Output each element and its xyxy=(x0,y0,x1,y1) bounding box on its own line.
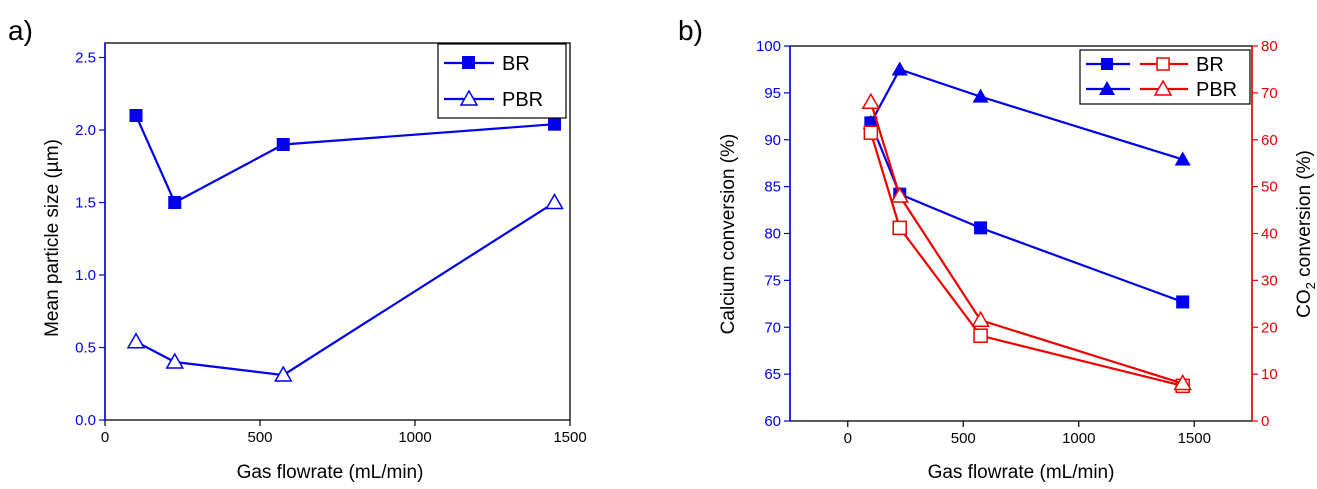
panel-b-y2-tick-label: 80 xyxy=(1261,38,1278,55)
panel-a-y-tick-label: 0.0 xyxy=(75,412,96,429)
panel-b-y2-tick-label: 50 xyxy=(1261,179,1278,196)
panel-a-y-tick-label: 0.5 xyxy=(75,340,96,357)
panel-b-legend-pbr-red-marker xyxy=(1153,79,1173,96)
panel-a-legend-br-label: BR xyxy=(502,53,530,75)
panel-b-legend: BR PBR xyxy=(1079,49,1251,105)
panel-a-x-axis-title: Gas flowrate (mL/min) xyxy=(237,462,424,483)
panel-a-x-tick-label: 1500 xyxy=(553,429,586,446)
panel-a-legend-pbr-marker xyxy=(459,89,479,106)
panel-a-series-pbr-point xyxy=(273,365,293,382)
panel-b-y2-title-prefix: CO xyxy=(1294,289,1315,318)
panel-b-y2-title-sub: 2 xyxy=(1303,282,1317,289)
panel-a-series-pbr-point xyxy=(165,352,185,369)
panel-b-x-axis-title: Gas flowrate (mL/min) xyxy=(928,462,1115,483)
panel-b-y-tick-label: 100 xyxy=(756,38,781,55)
panel-a-plot-area: 0 500 1000 1500 0.0 0.5 1.0 1.5 2.0 2.5 xyxy=(75,42,587,446)
panel-b-label: b) xyxy=(678,15,703,46)
panel-b-left-series-pbr-line xyxy=(869,68,1184,161)
panel-b-right-series-pbr-point xyxy=(890,186,910,203)
panel-b-right-series-pbr-point xyxy=(861,92,881,109)
panel-b-left-series-pbr-point xyxy=(891,61,908,76)
panel-a-series-br-point xyxy=(548,117,561,131)
panel-b-x-tick-label: 500 xyxy=(951,430,976,447)
panel-b-y-tick-label: 60 xyxy=(764,413,781,430)
panel-b-y2-tick-label: 0 xyxy=(1261,413,1269,430)
panel-a-series-br-point xyxy=(129,109,143,122)
panel-b-legend-pbr-label: PBR xyxy=(1196,79,1237,101)
panel-b-y-tick-label: 80 xyxy=(764,226,781,243)
panel-b-y2-tick-label: 70 xyxy=(1261,85,1278,102)
panel-b-y-axis-title: Calcium conversion (%) xyxy=(718,134,739,335)
panel-b-y2-tick-label: 20 xyxy=(1261,319,1278,336)
panel-a-y-tick-label: 1.5 xyxy=(75,195,96,212)
panel-b-y2-tick-label: 10 xyxy=(1261,366,1278,383)
panel-b-right-series-pbr-point xyxy=(971,310,990,327)
panel-a-series-pbr-point xyxy=(545,192,564,210)
panel-b-x-tick-label: 1000 xyxy=(1062,430,1095,447)
panel-b-right-series-br-point xyxy=(863,125,879,140)
panel-a-x-tick-label: 0 xyxy=(101,429,109,446)
panel-b-left-series-br-line xyxy=(869,122,1184,303)
panel-a-x-tick-label: 1000 xyxy=(398,429,431,446)
panel-a-legend-pbr-label: PBR xyxy=(502,89,543,111)
panel-b-x-tick-label: 0 xyxy=(844,430,852,447)
panel-b-plot-area: 0 500 1000 15006065707580859095100010203040… xyxy=(756,38,1278,447)
panel-b-y-tick-label: 70 xyxy=(764,319,781,336)
panel-b-left-series-br-point xyxy=(1176,295,1190,309)
panel-b-y-tick-label: 90 xyxy=(764,132,781,149)
panel-b-legend-br-label: BR xyxy=(1196,54,1224,76)
panel-b-right-series-br-point xyxy=(973,328,988,343)
panel-a-series-pbr-line xyxy=(135,201,556,377)
panel-a-series-pbr-point xyxy=(126,332,146,349)
panel-a-x-tick-label: 500 xyxy=(247,429,272,446)
panel-b-y2-tick-label: 30 xyxy=(1261,272,1278,289)
panel-b-right-series-pbr-line xyxy=(869,101,1184,385)
panel-b-y2-tick-label: 60 xyxy=(1261,132,1278,149)
panel-a-series-br-line xyxy=(134,115,555,205)
panel-a-y-tick-label: 2.0 xyxy=(75,122,96,139)
panel-b-y-tick-label: 85 xyxy=(764,179,781,196)
panel-a-y-tick-label: 2.5 xyxy=(75,50,96,67)
panel-a-label: a) xyxy=(8,15,33,46)
panel-b-y2-axis-title: CO2 conversion (%) xyxy=(1294,150,1317,318)
panel-a-legend-br-marker xyxy=(462,56,475,69)
panel-b-left-series-pbr-point xyxy=(972,88,989,103)
panel-b-right-series-br-point xyxy=(892,220,907,236)
panel-b-legend-br-red-marker xyxy=(1156,57,1170,71)
panel-b-y-tick-label: 65 xyxy=(764,366,781,383)
panel-b-y2-title-suffix: conversion (%) xyxy=(1294,150,1315,282)
panel-b-left-series-pbr-point xyxy=(1174,151,1191,166)
panel-b-legend-br-blue-marker xyxy=(1101,58,1113,70)
panel-b-legend-pbr-blue-marker xyxy=(1099,81,1115,95)
panel-b-y-tick-label: 75 xyxy=(764,272,781,289)
panel-a-series-br-point xyxy=(276,138,290,151)
panel-b: b) 0 500 1000 15006065707580859095100010203… xyxy=(678,15,1317,483)
panel-b-y2-tick-label: 40 xyxy=(1261,226,1278,243)
panel-a-legend-box xyxy=(437,43,567,119)
panel-a-legend: BR PBR xyxy=(437,43,567,119)
panel-b-right-series-pbr-point xyxy=(1173,373,1192,391)
panel-a-y-tick-label: 1.0 xyxy=(75,267,96,284)
panel-b-right-series-br-line xyxy=(869,132,1183,387)
panel-a: a) 0 500 1000 1500 0.0 0.5 1.0 1.5 2.0 2.5 Gas fl… xyxy=(8,15,587,483)
panel-b-y-tick-label: 95 xyxy=(764,85,781,102)
panel-b-left-series-pbr-point xyxy=(862,114,879,129)
panel-b-left-series-br-point xyxy=(974,221,988,235)
panel-a-series-br-point xyxy=(168,196,182,209)
panel-b-x-tick-label: 1500 xyxy=(1178,430,1211,447)
panel-a-y-axis-title: Mean particle size (µm) xyxy=(42,139,63,337)
